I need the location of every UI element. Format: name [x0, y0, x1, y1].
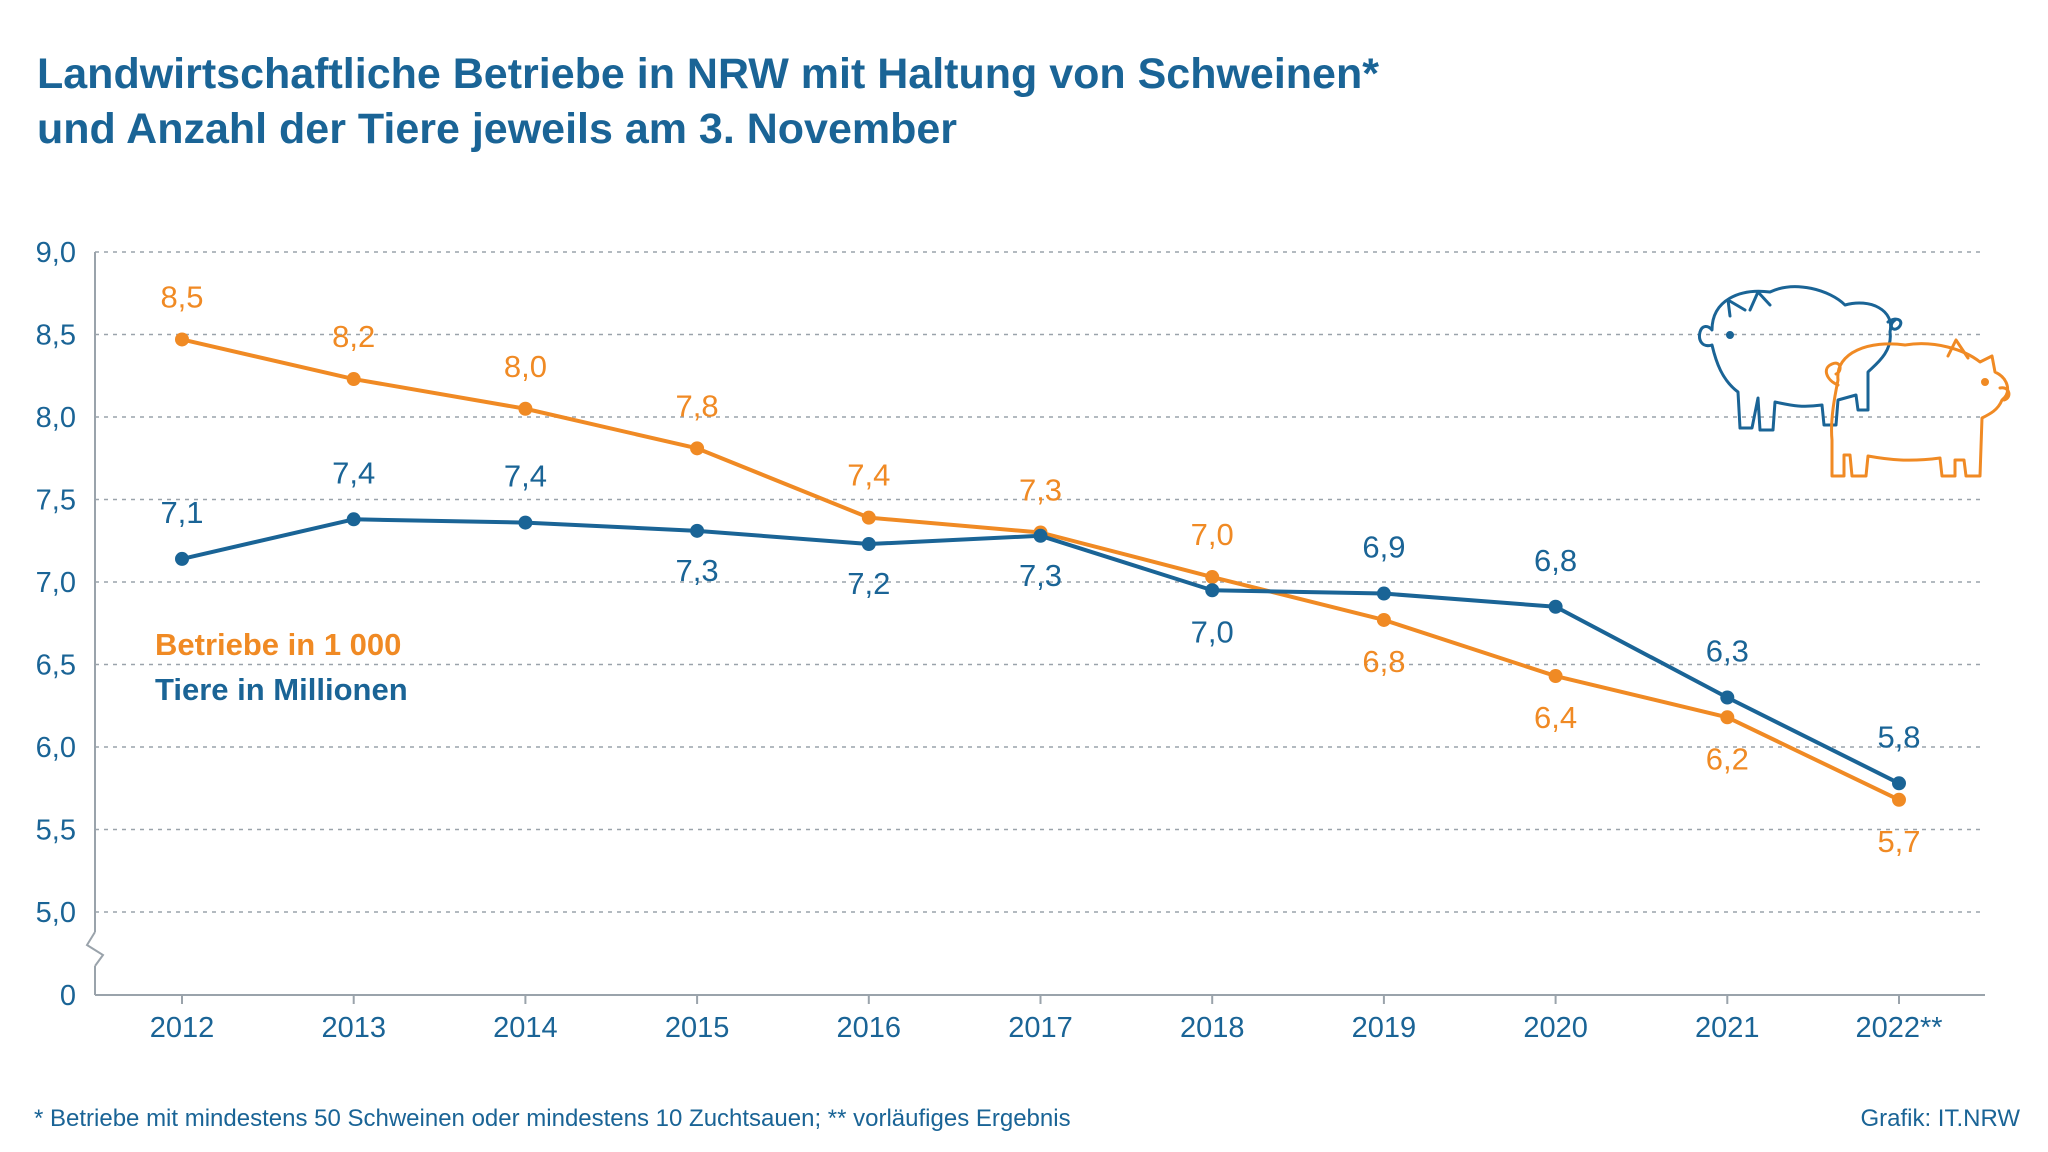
y-tick-label: 9,0	[36, 237, 76, 269]
chart-title-line-2: und Anzahl der Tiere jeweils am 3. Novem…	[37, 105, 957, 153]
data-label-tiere: 7,2	[847, 566, 890, 601]
data-point-betriebe	[1720, 710, 1735, 725]
pig-icon-blue	[1698, 285, 1903, 432]
footnote: * Betriebe mit mindestens 50 Schweinen o…	[34, 1105, 1071, 1132]
data-label-betriebe: 8,5	[160, 279, 203, 314]
data-label-tiere: 6,9	[1362, 530, 1405, 565]
y-tick-label: 5,0	[36, 897, 76, 929]
data-label-tiere: 7,4	[504, 459, 547, 494]
data-label-betriebe: 7,8	[676, 388, 719, 423]
x-tick-label: 2015	[665, 1012, 730, 1044]
data-point-betriebe	[346, 372, 361, 387]
y-tick-label: 7,0	[36, 567, 76, 599]
x-tick-label: 2018	[1180, 1012, 1245, 1044]
series-group: 8,5 8,2 8,0 7,8 7,4 7,3 7,0 6,8 6,4 6,2 5,7 7,1 7,4 7…	[160, 279, 1920, 858]
data-point-tiere	[861, 537, 876, 552]
data-point-betriebe	[690, 441, 705, 456]
y-tick-label: 5,5	[36, 815, 76, 847]
data-label-betriebe: 7,3	[1019, 473, 1062, 508]
data-label-betriebe: 7,0	[1191, 517, 1234, 552]
data-point-betriebe	[1548, 669, 1563, 684]
credit: Grafik: IT.NRW	[1860, 1105, 2020, 1132]
data-point-tiere	[1205, 583, 1220, 598]
data-label-tiere: 6,8	[1534, 543, 1577, 578]
x-tick-label: 2019	[1352, 1012, 1417, 1044]
data-label-tiere: 7,4	[332, 455, 375, 490]
data-point-tiere	[175, 551, 189, 566]
data-point-tiere	[1892, 776, 1906, 791]
gridlines	[95, 251, 1985, 913]
x-tick-label: 2012	[150, 1012, 215, 1044]
data-point-tiere	[1033, 528, 1048, 543]
data-label-betriebe: 6,8	[1362, 644, 1405, 679]
chart-title-line-1: Landwirtschaftliche Betriebe in NRW mit …	[37, 50, 1379, 98]
data-point-betriebe	[175, 332, 189, 347]
x-tick-label: 2017	[1008, 1012, 1073, 1044]
y-tick-label: 8,5	[36, 320, 76, 352]
data-point-tiere	[518, 515, 533, 530]
x-tick-label: 2013	[321, 1012, 386, 1044]
data-point-betriebe	[518, 401, 533, 416]
data-point-tiere	[346, 512, 361, 527]
x-tick-label: 2014	[493, 1012, 558, 1044]
legend-betriebe: Betriebe in 1 000	[155, 627, 401, 662]
data-label-betriebe: 6,2	[1706, 741, 1749, 776]
data-label-tiere: 5,8	[1877, 719, 1920, 754]
data-point-tiere	[690, 523, 705, 538]
data-label-tiere: 7,3	[676, 553, 719, 588]
x-tick-label: 2021	[1695, 1012, 1760, 1044]
x-axis-ticks: 2012 2013 2014 2015 2016 2017 2018 2019 2020 2021…	[150, 995, 1943, 1044]
data-label-betriebe: 6,4	[1534, 700, 1577, 735]
x-tick-label: 2020	[1523, 1012, 1588, 1044]
data-label-tiere: 7,1	[160, 495, 203, 530]
data-point-betriebe	[861, 510, 876, 525]
data-label-tiere: 7,0	[1191, 614, 1234, 649]
data-label-betriebe: 7,4	[847, 458, 890, 493]
data-label-tiere: 6,3	[1706, 634, 1749, 669]
y-tick-label: 6,0	[36, 732, 76, 764]
y-tick-label: 8,0	[36, 402, 76, 434]
pig-icon-orange	[1824, 338, 2011, 478]
data-label-betriebe: 8,2	[332, 319, 375, 354]
y-tick-label: 7,5	[36, 485, 76, 517]
data-label-tiere: 7,3	[1019, 558, 1062, 593]
y-tick-label: 0	[60, 980, 76, 1012]
data-point-betriebe	[1205, 570, 1220, 585]
data-point-betriebe	[1376, 612, 1391, 627]
data-point-tiere	[1376, 586, 1391, 601]
data-label-betriebe: 5,7	[1877, 824, 1920, 859]
x-tick-label: 2022**	[1855, 1012, 1942, 1044]
data-point-betriebe	[1892, 792, 1906, 807]
axes	[85, 252, 1985, 996]
data-point-tiere	[1548, 599, 1563, 614]
x-tick-label: 2016	[837, 1012, 902, 1044]
legend-tiere: Tiere in Millionen	[155, 672, 408, 707]
y-tick-label: 6,5	[36, 650, 76, 682]
data-label-betriebe: 8,0	[504, 349, 547, 384]
axis-break	[85, 931, 105, 967]
y-axis-ticks: 9,0 8,5 8,0 7,5 7,0 6,5 6,0 5,5 5,0 0	[36, 237, 76, 1012]
data-point-tiere	[1720, 690, 1735, 705]
